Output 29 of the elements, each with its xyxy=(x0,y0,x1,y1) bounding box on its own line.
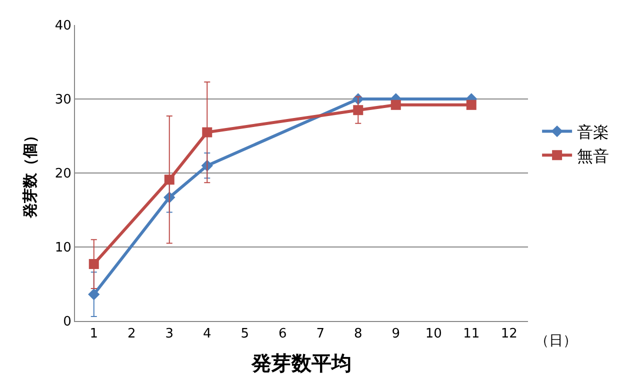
y-tick-label: 30 xyxy=(54,92,72,108)
y-tick-label: 0 xyxy=(63,314,72,330)
y-axis-title: 発芽数（個） xyxy=(21,128,40,219)
y-tick-label: 40 xyxy=(54,18,72,34)
point xyxy=(88,259,99,270)
point xyxy=(390,100,401,110)
point xyxy=(164,174,174,185)
point xyxy=(88,288,100,300)
x-tick-label: 5 xyxy=(240,326,250,342)
x-tick-label: 1 xyxy=(90,326,98,342)
x-tick-label: 8 xyxy=(354,326,362,342)
y-tick-label: 10 xyxy=(54,240,72,256)
x-tick-label: 11 xyxy=(463,326,480,342)
x-axis-title: 発芽数平均 xyxy=(250,351,352,376)
legend-label: 無音 xyxy=(577,146,610,166)
x-tick-label: 6 xyxy=(278,326,287,342)
x-tick-label: 12 xyxy=(500,326,518,342)
x-tick-label: 3 xyxy=(165,326,174,342)
x-tick-label: 10 xyxy=(425,326,442,342)
legend-label: 音楽 xyxy=(577,122,610,142)
point xyxy=(202,127,212,138)
point xyxy=(353,105,364,116)
x-tick-label: 9 xyxy=(392,326,400,342)
point xyxy=(466,100,476,110)
x-tick-label: 7 xyxy=(316,326,325,342)
text: （日） xyxy=(535,333,577,349)
x-tick-label: 2 xyxy=(127,326,136,342)
y-tick-label: 20 xyxy=(54,166,72,182)
x-tick-label: 4 xyxy=(202,326,212,342)
